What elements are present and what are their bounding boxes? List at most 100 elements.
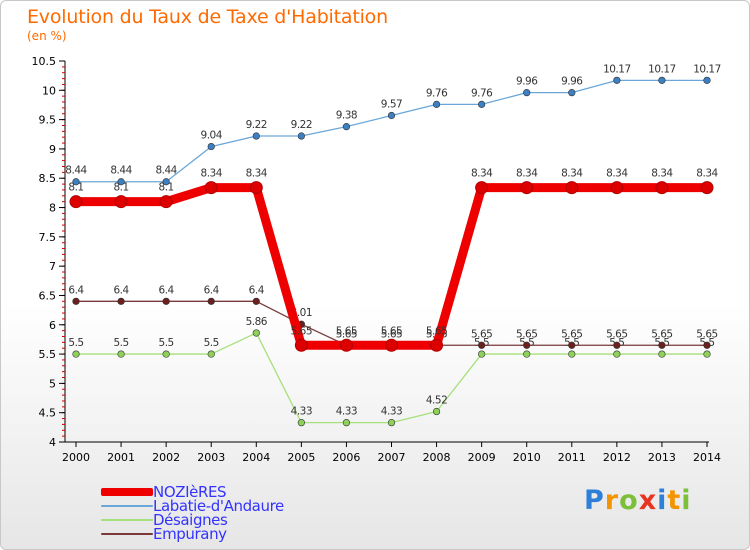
y-tick-label: 6 [49, 319, 56, 332]
data-point [658, 341, 666, 349]
data-point [565, 181, 579, 195]
data-point [162, 297, 170, 305]
data-label: 9.04 [201, 130, 223, 142]
data-point [117, 350, 125, 358]
data-label: 9.76 [426, 87, 448, 99]
logo-letter: r [604, 485, 620, 516]
legend-label-desaignes: Désaignes [153, 511, 228, 529]
logo-letter: i [657, 485, 668, 516]
x-tick-label: 2011 [558, 451, 586, 464]
logo-letter: x [638, 485, 658, 516]
data-point [432, 100, 441, 108]
x-tick-label: 2009 [468, 451, 496, 464]
data-label: 9.96 [516, 76, 538, 88]
data-point [249, 181, 263, 195]
data-point [252, 297, 260, 305]
data-label: 5.86 [246, 316, 268, 328]
x-tick-label: 2008 [423, 451, 451, 464]
data-label: 4.52 [426, 395, 447, 407]
x-tick-label: 2006 [332, 451, 360, 464]
logo-letter: P [584, 485, 605, 516]
data-label: 5.5 [113, 337, 128, 349]
data-label: 6.4 [249, 284, 265, 296]
legend-label-labatie: Labatie-d'Andaure [153, 497, 284, 515]
data-label: 8.1 [113, 182, 128, 194]
data-label: 5.65 [516, 328, 537, 340]
y-tick-label: 9 [49, 143, 56, 156]
x-tick-label: 2003 [197, 451, 225, 464]
logo-letter: o [619, 485, 639, 516]
data-label: 8.1 [68, 182, 83, 194]
data-label: 5.5 [68, 337, 83, 349]
data-label: 8.34 [606, 168, 628, 180]
chart-title: Evolution du Taux de Taxe d'Habitation [27, 6, 388, 28]
data-point [252, 329, 260, 337]
data-point [478, 350, 486, 358]
data-label: 10.17 [603, 63, 631, 75]
data-label: 8.34 [516, 168, 538, 180]
data-point [568, 341, 576, 349]
data-point [72, 178, 80, 186]
x-tick-label: 2007 [378, 451, 406, 464]
data-point [523, 350, 531, 358]
data-label: 9.57 [381, 99, 402, 111]
y-tick-label: 5.5 [39, 348, 57, 361]
data-point [162, 350, 170, 358]
y-tick-label: 8 [49, 202, 56, 215]
x-tick-label: 2005 [287, 451, 315, 464]
data-point [432, 407, 441, 416]
data-point [523, 89, 531, 97]
data-label: 8.44 [65, 165, 87, 177]
data-label: 6.4 [159, 284, 175, 296]
data-point [297, 132, 305, 140]
data-point [114, 195, 128, 209]
data-point [207, 350, 215, 358]
data-point [339, 338, 353, 352]
y-tick-label: 8.5 [39, 172, 57, 185]
proxiti-logo: Proxiti [584, 485, 692, 516]
y-tick-label: 10 [42, 84, 56, 97]
data-label: 8.34 [561, 168, 583, 180]
data-label: 8.44 [110, 165, 132, 177]
data-label: 5.65 [696, 328, 717, 340]
legend-swatch-nozieres [101, 488, 153, 496]
data-point [703, 350, 711, 358]
data-point [204, 181, 218, 195]
data-point [252, 132, 260, 140]
data-label: 5.5 [159, 337, 174, 349]
data-point [520, 181, 534, 195]
x-tick-label: 2000 [62, 451, 90, 464]
y-tick-label: 5 [49, 377, 56, 390]
legend-label-nozieres: NOZIèRES [153, 483, 227, 501]
legend-swatch-desaignes [101, 519, 153, 521]
x-tick-label: 2001 [107, 451, 135, 464]
data-label: 5.65 [426, 325, 447, 337]
data-label: 5.65 [336, 325, 357, 337]
data-point [162, 178, 170, 186]
legend-swatch-empurany [101, 533, 153, 535]
data-label: 4.33 [381, 406, 402, 418]
data-label: 8.34 [201, 168, 223, 180]
data-point [342, 419, 351, 427]
data-point [159, 195, 173, 209]
data-point [342, 123, 351, 131]
data-point [207, 297, 215, 305]
data-point [294, 338, 308, 352]
data-label: 9.38 [336, 110, 357, 122]
data-point [478, 341, 486, 349]
legend-swatch-labatie [101, 505, 153, 507]
series-line [71, 183, 712, 350]
data-label: 8.1 [159, 182, 174, 194]
data-point [430, 338, 444, 352]
logo-letter: t [667, 485, 682, 516]
data-label: 5.65 [381, 328, 402, 340]
data-point [613, 76, 621, 84]
data-label: 8.34 [651, 168, 673, 180]
x-tick-label: 2013 [648, 451, 676, 464]
x-tick-label: 2010 [513, 451, 541, 464]
y-tick-label: 6.5 [39, 289, 57, 302]
y-tick-label: 9.5 [39, 114, 57, 127]
data-label: 10.17 [693, 63, 721, 75]
y-tick-label: 4 [49, 436, 56, 449]
